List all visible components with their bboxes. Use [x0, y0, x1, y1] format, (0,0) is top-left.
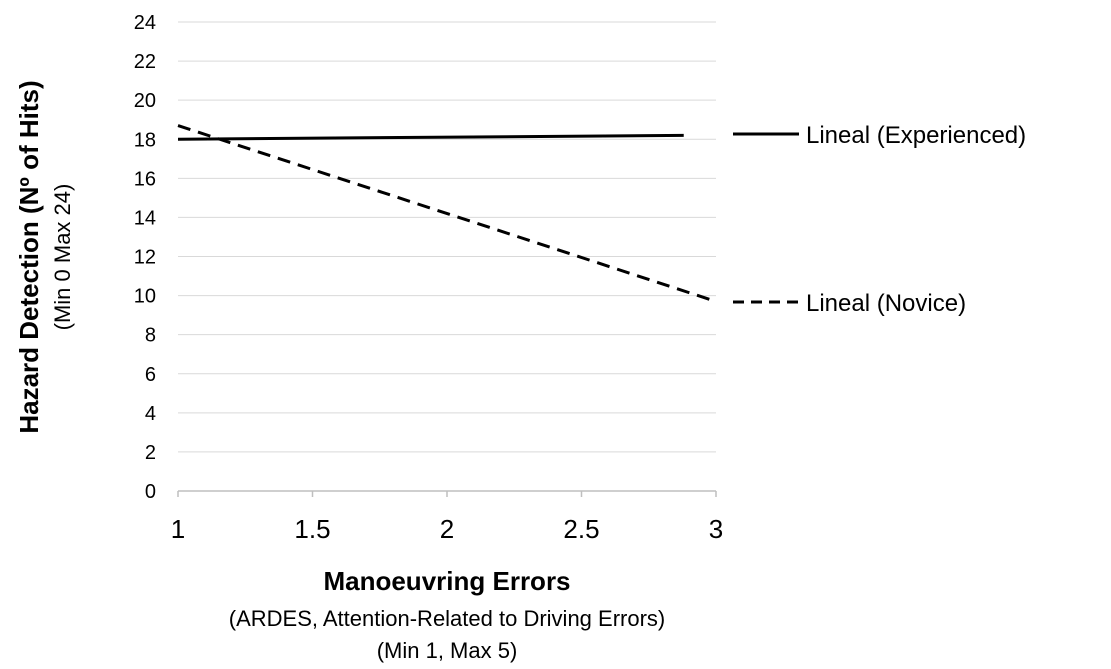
y-tick-label-16: 16	[134, 168, 156, 190]
series-lines	[177, 124, 717, 303]
y-axis-subtitle: (Min 0 Max 24)	[50, 184, 75, 331]
x-tick-label-4: 3	[709, 514, 723, 544]
legend-label-novice: Lineal (Novice)	[806, 290, 966, 317]
series-line-novice	[177, 124, 717, 303]
x-tick-labels: 1 1.5 2 2.5 3	[171, 514, 723, 544]
grid	[178, 21, 716, 453]
y-tick-label-6: 6	[145, 364, 156, 386]
x-tick-label-2: 2	[440, 514, 454, 544]
y-tick-label-12: 12	[134, 247, 156, 269]
y-axis-title: Hazard Detection (Nº of Hits)	[14, 80, 44, 433]
y-tick-label-22: 22	[134, 51, 156, 73]
y-tick-label-18: 18	[134, 129, 156, 151]
axes	[177, 490, 717, 497]
x-tick-label-0: 1	[171, 514, 185, 544]
x-axis-title: Manoeuvring Errors	[323, 566, 570, 596]
legend: Lineal (Experienced) Lineal (Novice)	[733, 122, 1026, 317]
y-tick-label-10: 10	[134, 286, 156, 308]
series-line-experienced	[177, 133, 684, 141]
y-tick-label-14: 14	[134, 207, 156, 229]
x-tick-label-3: 2.5	[563, 514, 599, 544]
legend-label-experienced: Lineal (Experienced)	[806, 122, 1026, 149]
x-tick-label-1: 1.5	[294, 514, 330, 544]
y-tick-label-0: 0	[145, 481, 156, 503]
y-tick-label-24: 24	[134, 12, 156, 34]
y-tick-label-8: 8	[145, 325, 156, 347]
x-axis-subtitle-2: (Min 1, Max 5)	[377, 638, 518, 663]
x-axis-subtitle-1: (ARDES, Attention-Related to Driving Err…	[229, 606, 666, 631]
y-tick-label-2: 2	[145, 442, 156, 464]
y-tick-label-20: 20	[134, 90, 156, 112]
y-tick-label-4: 4	[145, 403, 156, 425]
